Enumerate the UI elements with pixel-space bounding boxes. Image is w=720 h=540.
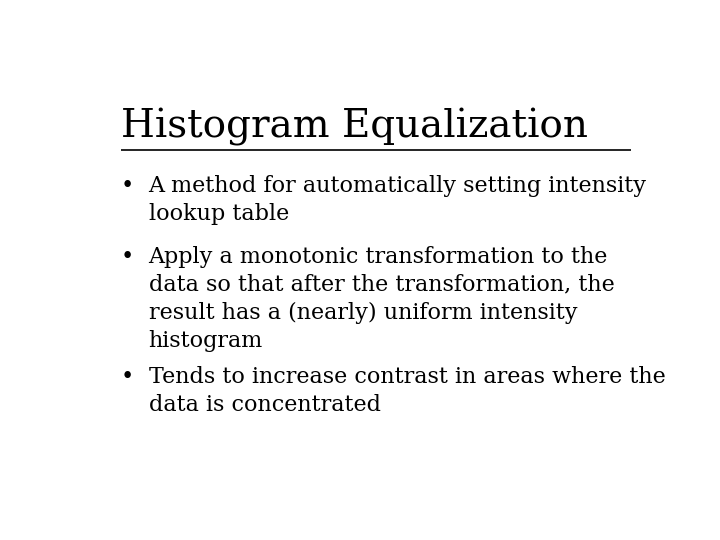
Text: Apply a monotonic transformation to the
data so that after the transformation, t: Apply a monotonic transformation to the … — [148, 246, 614, 352]
Text: •: • — [121, 366, 134, 388]
Text: •: • — [121, 175, 134, 197]
Text: A method for automatically setting intensity
lookup table: A method for automatically setting inten… — [148, 175, 647, 225]
Text: •: • — [121, 246, 134, 268]
Text: Histogram Equalization: Histogram Equalization — [121, 109, 588, 146]
Text: Tends to increase contrast in areas where the
data is concentrated: Tends to increase contrast in areas wher… — [148, 366, 665, 416]
